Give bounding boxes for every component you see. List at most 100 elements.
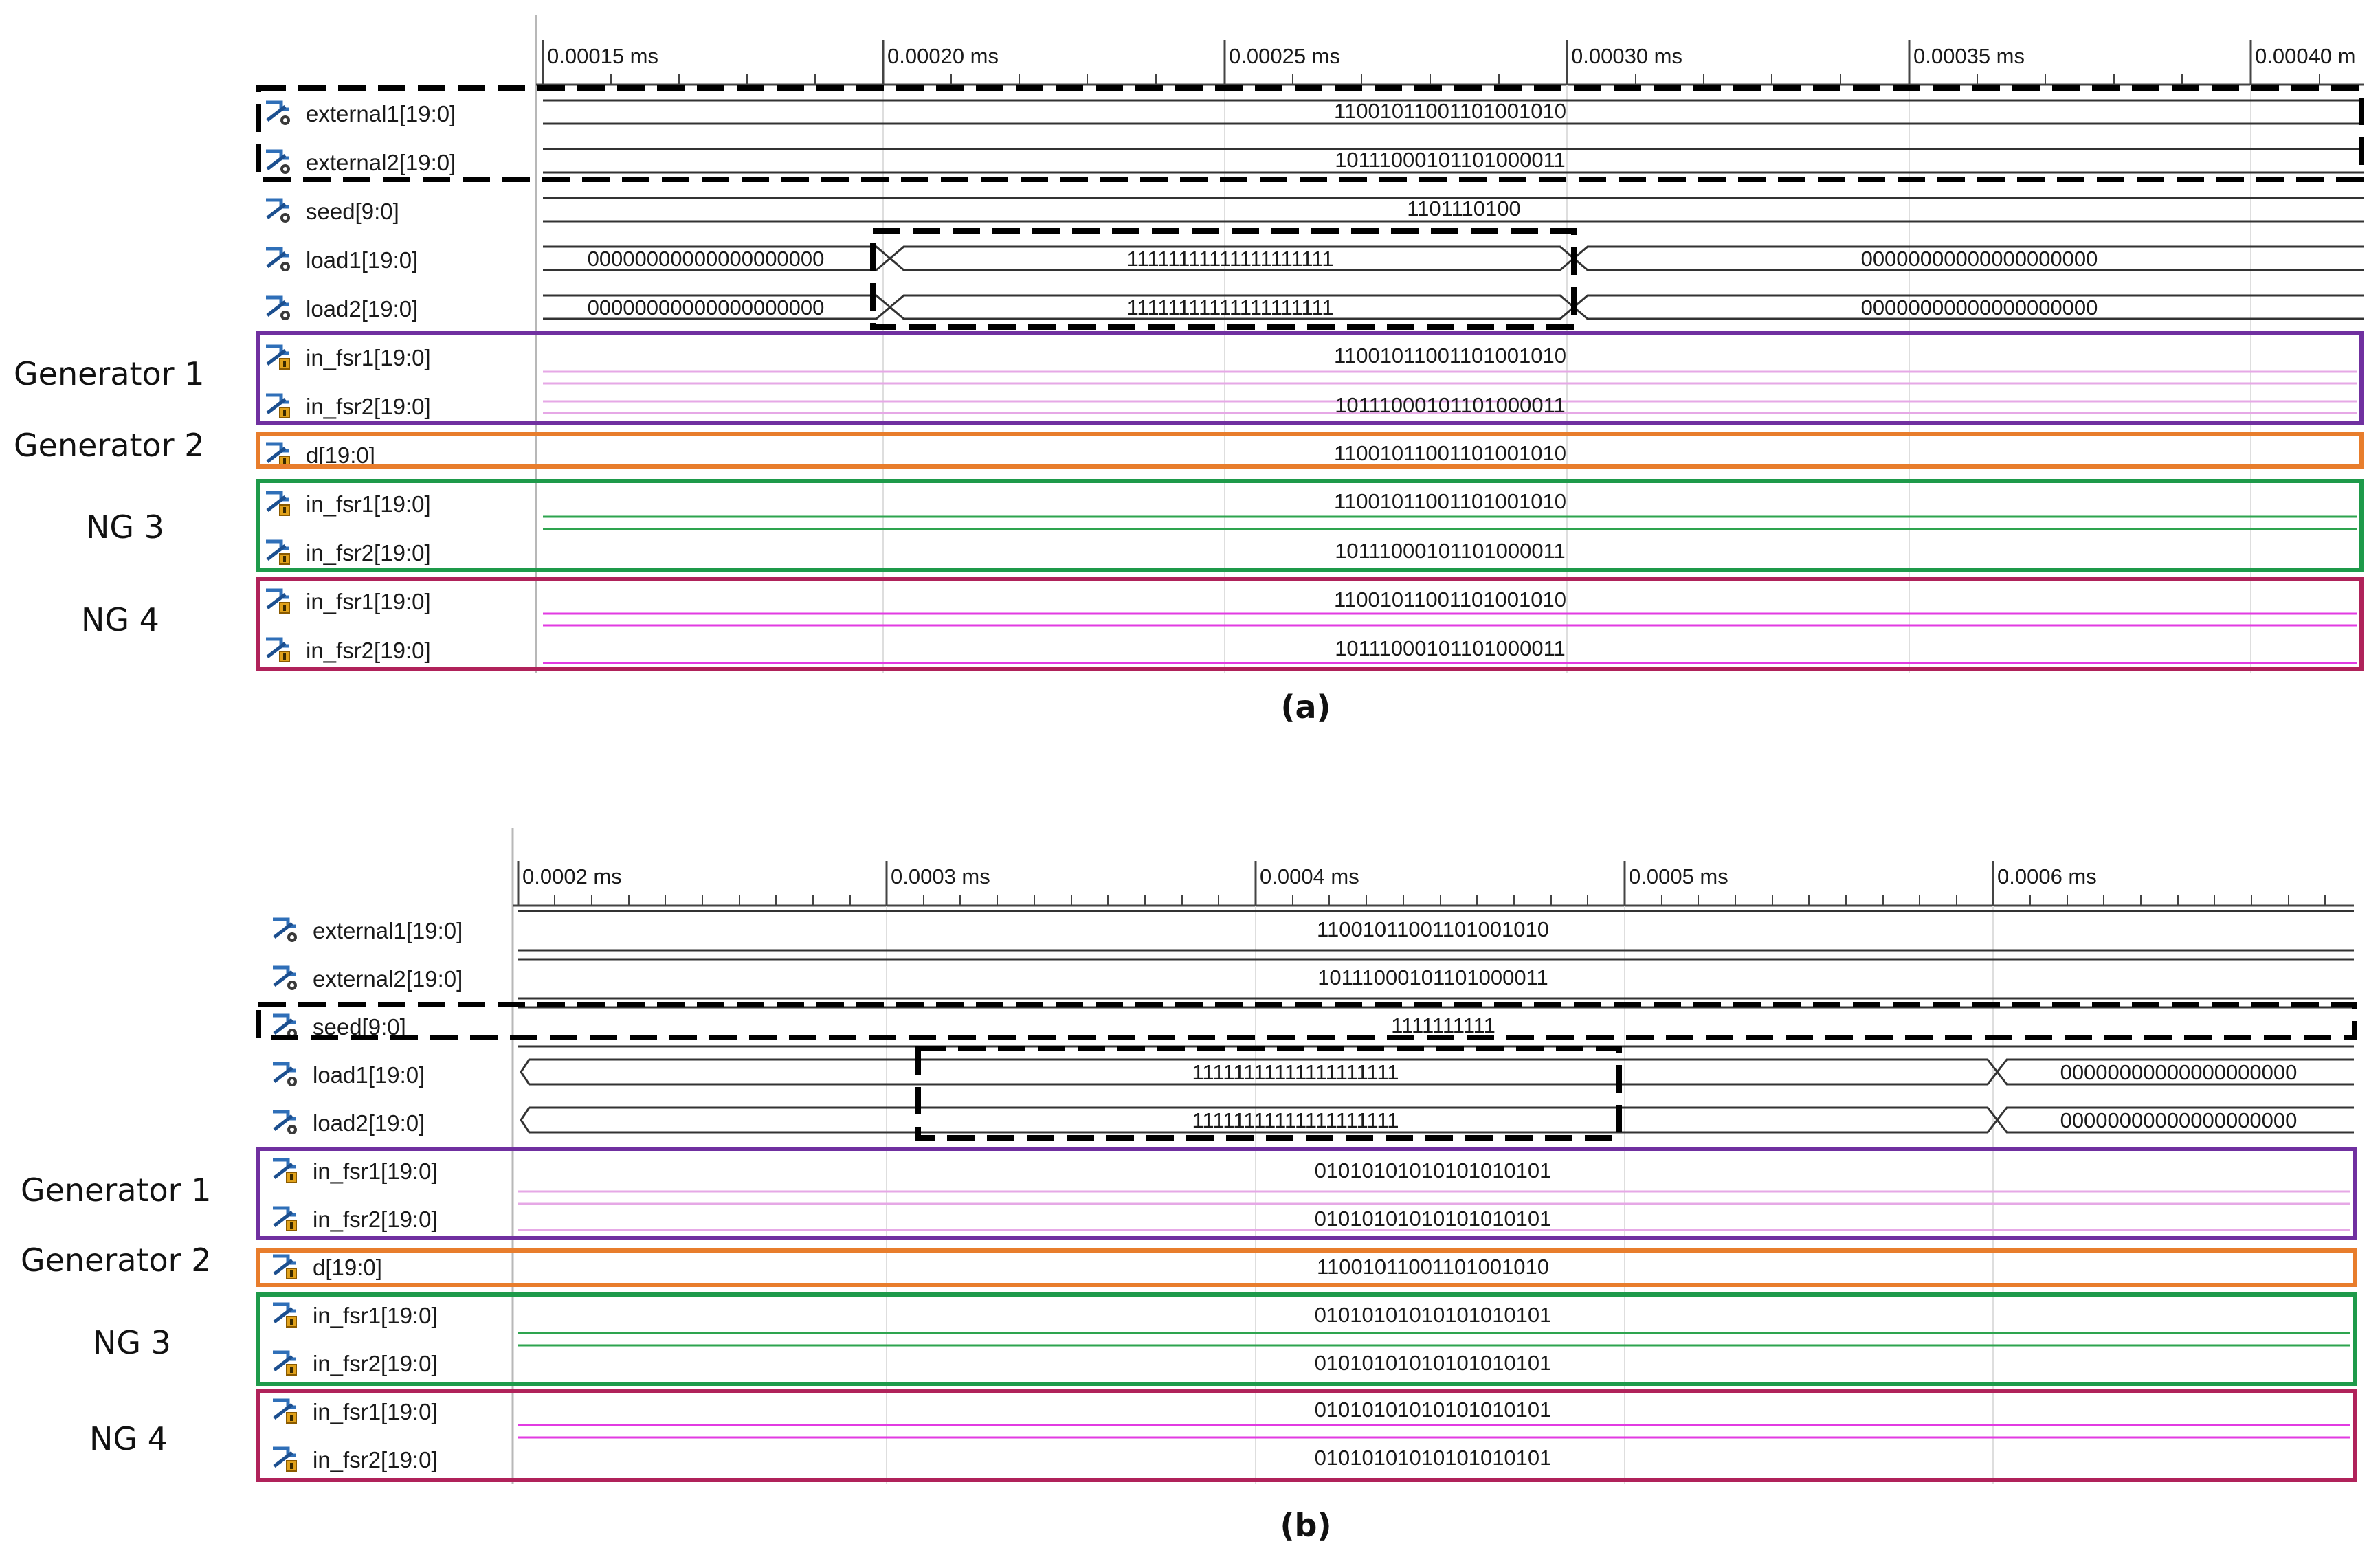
bus-waveform — [543, 148, 2364, 174]
signal-name[interactable]: in_fsr2[19:0] — [306, 638, 431, 663]
bus-waveform — [518, 958, 2354, 1000]
bus-value: 00000000000000000000 — [1861, 295, 2098, 320]
waveform-internal-icon — [265, 490, 292, 516]
bus-value: 01010101010101010101 — [1315, 1303, 1552, 1327]
signal-name[interactable]: external1[19:0] — [313, 918, 463, 943]
generator2-box — [256, 1248, 2357, 1287]
bus-value: 11111111111111111111 — [1126, 247, 1333, 271]
waveform-internal-icon — [265, 636, 292, 662]
waveform-input-icon — [265, 295, 292, 321]
signal-name[interactable]: external1[19:0] — [306, 101, 456, 126]
bus-value: 11001011001101001010 — [1334, 344, 1566, 368]
ng4-box — [256, 577, 2364, 671]
signal-name[interactable]: in_fsr1[19:0] — [306, 345, 431, 370]
bus-value: 11001011001101001010 — [1334, 441, 1566, 465]
waveform-input-icon — [271, 1061, 299, 1087]
waveform-input-icon — [265, 246, 292, 272]
signal-name[interactable]: seed[9:0] — [306, 199, 399, 224]
load-high-highlight — [915, 1046, 1622, 1141]
bus-waveform — [543, 99, 2364, 125]
waveform-internal-icon — [271, 1446, 299, 1472]
bus-value: 10111000101101000011 — [1335, 148, 1566, 172]
waveform-internal-icon — [271, 1398, 299, 1424]
ng4-box — [256, 1389, 2357, 1482]
time-ruler: 0.0002 ms 0.0003 ms 0.0004 ms 0.0005 ms … — [517, 861, 2326, 906]
generator1-box — [256, 331, 2364, 425]
waveform-input-icon — [265, 100, 292, 126]
bus-value: 1111111111 — [1391, 1013, 1495, 1038]
time-tick: 0.0003 ms — [891, 864, 990, 888]
waveform-input-icon — [271, 917, 299, 943]
panel-caption: (b) — [1280, 1507, 1332, 1544]
bus-value: 01010101010101010101 — [1315, 1207, 1552, 1231]
bus-waveform — [543, 370, 2357, 414]
bus-value: 11001011001101001010 — [1334, 489, 1566, 513]
bus-value: 01010101010101010101 — [1315, 1351, 1552, 1375]
signal-name[interactable]: in_fsr1[19:0] — [313, 1158, 438, 1184]
generator1-box — [256, 1147, 2357, 1240]
bus-value: 1101110100 — [1407, 197, 1521, 221]
waveform-input-icon — [271, 1109, 299, 1135]
group-label: Generator 1 — [14, 355, 204, 392]
signal-name[interactable]: load1[19:0] — [306, 247, 418, 273]
signal-name[interactable]: in_fsr2[19:0] — [313, 1207, 438, 1232]
group-label: Generator 1 — [21, 1172, 211, 1209]
waveform-internal-icon — [265, 344, 292, 370]
signal-name[interactable]: load1[19:0] — [313, 1062, 425, 1088]
bus-value: 10111000101101000011 — [1335, 393, 1566, 417]
time-tick: 0.00035 ms — [1913, 44, 2025, 68]
bus-value: 10111000101101000011 — [1335, 636, 1566, 660]
signal-name[interactable]: in_fsr1[19:0] — [306, 589, 431, 614]
waveforms: 11001011001101001010 1011100010110100001… — [543, 99, 2364, 664]
group-label: Generator 2 — [21, 1242, 211, 1279]
bus-waveform — [518, 1424, 2350, 1439]
bus-value: 11111111111111111111 — [1192, 1060, 1399, 1084]
signal-name[interactable]: in_fsr1[19:0] — [306, 491, 431, 517]
external-inputs-highlight — [256, 85, 2364, 182]
bus-waveform — [543, 197, 2364, 223]
panel-caption: (a) — [1280, 688, 1331, 726]
bus-value: 10111000101101000011 — [1317, 965, 1548, 989]
bus-value: 11001011001101001010 — [1317, 1255, 1549, 1279]
signal-name[interactable]: in_fsr1[19:0] — [313, 1399, 438, 1424]
signal-name[interactable]: external2[19:0] — [306, 150, 456, 175]
signal-name[interactable]: load2[19:0] — [306, 296, 418, 322]
bus-value: 00000000000000000000 — [2060, 1060, 2298, 1084]
bus-value: 11111111111111111111 — [1192, 1108, 1399, 1132]
waveform-internal-icon — [271, 1253, 299, 1279]
waveform-internal-icon — [265, 441, 292, 467]
bus-waveform — [518, 1332, 2350, 1347]
signal-name[interactable]: in_fsr2[19:0] — [313, 1447, 438, 1472]
bus-value: 00000000000000000000 — [1861, 247, 2098, 271]
waveform-internal-icon — [271, 1301, 299, 1328]
waveform-input-icon — [265, 197, 292, 223]
bus-value: 11001011001101001010 — [1334, 99, 1566, 123]
bus-waveform — [518, 1190, 2350, 1231]
time-tick: 0.0006 ms — [1997, 864, 2097, 888]
panel-a: 0.00015 ms 0.00020 ms 0.00025 ms 0.00030… — [14, 15, 2364, 726]
bus-waveform — [543, 612, 2357, 664]
waveform-internal-icon — [271, 1205, 299, 1231]
waveform-internal-icon — [265, 587, 292, 614]
signal-name[interactable]: in_fsr2[19:0] — [313, 1351, 438, 1376]
bus-waveform — [520, 1106, 2354, 1134]
signal-name[interactable]: d[19:0] — [313, 1255, 382, 1280]
signal-name[interactable]: d[19:0] — [306, 443, 375, 468]
time-tick: 0.00015 ms — [547, 44, 658, 68]
bus-waveform — [518, 910, 2354, 952]
signal-name[interactable]: load2[19:0] — [313, 1110, 425, 1136]
signal-name[interactable]: external2[19:0] — [313, 966, 463, 992]
bus-waveform — [543, 515, 2357, 530]
bus-value: 01010101010101010101 — [1315, 1158, 1552, 1183]
ng3-box — [256, 1292, 2357, 1386]
group-label: Generator 2 — [14, 427, 204, 464]
bus-value: 11001011001101001010 — [1317, 917, 1549, 941]
signal-name[interactable]: in_fsr1[19:0] — [313, 1303, 438, 1328]
bus-value: 11001011001101001010 — [1334, 587, 1566, 612]
signal-name[interactable]: in_fsr2[19:0] — [306, 540, 431, 565]
signal-name[interactable]: in_fsr2[19:0] — [306, 394, 431, 419]
bus-value: 00000000000000000000 — [2060, 1108, 2298, 1132]
signal-list: external1[19:0] external2[19:0] seed[9:0… — [265, 100, 456, 663]
waveform-internal-icon — [265, 539, 292, 565]
